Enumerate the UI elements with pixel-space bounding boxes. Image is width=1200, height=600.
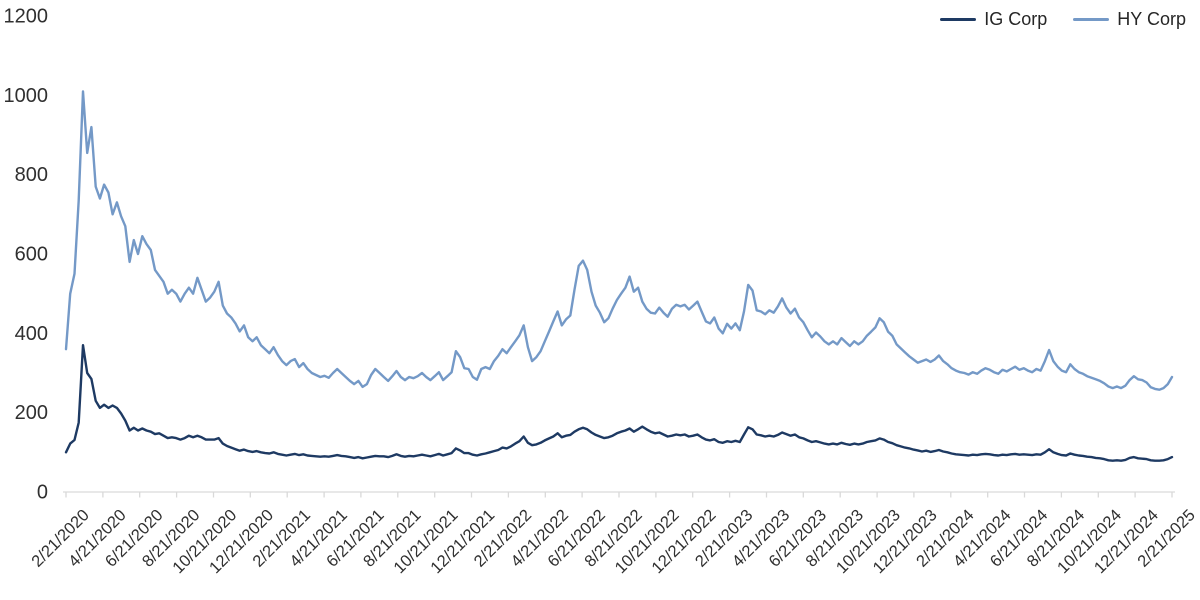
y-axis-tick-label: 400	[15, 323, 48, 345]
legend-item-hy-corp: HY Corp	[1073, 9, 1186, 30]
y-axis-tick-label: 1000	[4, 85, 49, 107]
legend-item-ig-corp: IG Corp	[940, 9, 1047, 30]
chart-legend: IG Corp HY Corp	[940, 9, 1186, 30]
y-axis-tick-label: 0	[37, 482, 48, 504]
y-axis-tick-label: 1200	[4, 6, 49, 28]
hy-corp-line-swatch	[1073, 17, 1110, 22]
y-axis-tick-label: 800	[15, 164, 48, 186]
legend-label-ig-corp: IG Corp	[984, 9, 1048, 29]
y-axis-tick-label: 200	[15, 402, 48, 424]
y-axis-tick-label: 600	[15, 244, 48, 266]
legend-label-hy-corp: HY Corp	[1117, 9, 1186, 29]
ig-corp-line-swatch	[940, 17, 977, 22]
hy-corp-line	[64, 90, 1174, 391]
ig-corp-line	[64, 344, 1174, 462]
